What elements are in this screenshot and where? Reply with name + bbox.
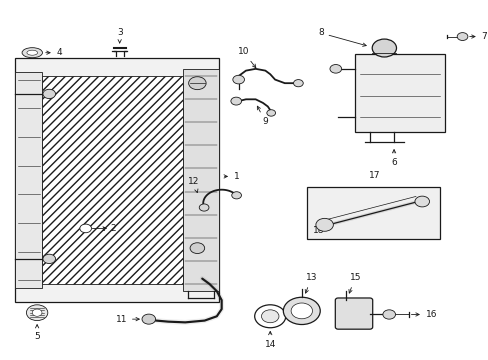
Text: 11: 11 (115, 315, 139, 324)
Circle shape (232, 75, 244, 84)
Circle shape (43, 254, 56, 264)
Text: 15: 15 (348, 273, 360, 293)
Circle shape (293, 80, 303, 87)
Circle shape (266, 110, 275, 116)
Text: 16: 16 (410, 310, 436, 319)
Text: 4: 4 (46, 48, 62, 57)
Ellipse shape (22, 48, 42, 58)
Text: 7: 7 (469, 32, 486, 41)
Text: 6: 6 (390, 150, 396, 167)
Text: 5: 5 (34, 325, 40, 341)
Bar (42, 76, 183, 284)
Text: 2: 2 (102, 224, 115, 233)
Text: 12: 12 (188, 177, 200, 193)
Circle shape (315, 219, 333, 231)
Circle shape (190, 243, 204, 253)
Circle shape (188, 77, 206, 90)
Circle shape (283, 297, 320, 324)
Text: 8: 8 (317, 28, 366, 46)
Circle shape (414, 196, 428, 207)
Text: 13: 13 (305, 273, 317, 293)
Circle shape (261, 310, 278, 323)
Text: 18: 18 (312, 226, 324, 235)
Bar (354, 54, 444, 132)
Bar (306, 187, 439, 239)
Circle shape (254, 305, 285, 328)
Bar (183, 69, 219, 291)
Text: 10: 10 (237, 47, 255, 68)
Circle shape (329, 64, 341, 73)
Circle shape (142, 314, 155, 324)
Bar (15, 58, 219, 302)
Circle shape (26, 305, 48, 320)
Circle shape (80, 224, 91, 233)
Circle shape (456, 33, 467, 41)
Bar (15, 72, 42, 288)
Circle shape (231, 192, 241, 199)
Circle shape (382, 310, 395, 319)
Ellipse shape (27, 50, 38, 55)
Circle shape (230, 97, 241, 105)
Text: 1: 1 (224, 172, 239, 181)
Text: 17: 17 (368, 171, 380, 180)
Text: 3: 3 (117, 28, 122, 43)
Circle shape (32, 309, 42, 316)
Text: 14: 14 (264, 332, 275, 348)
Circle shape (199, 204, 208, 211)
Circle shape (371, 39, 396, 57)
FancyBboxPatch shape (335, 298, 372, 329)
Circle shape (43, 89, 56, 99)
Text: 9: 9 (257, 106, 268, 126)
Circle shape (290, 303, 312, 319)
